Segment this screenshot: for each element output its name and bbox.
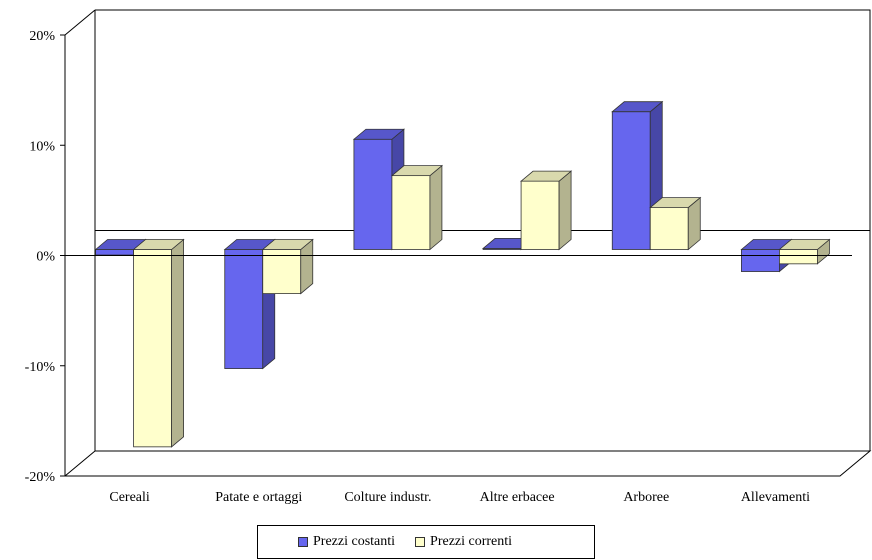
bar-side [429,164,443,251]
bar-top [778,239,831,250]
bar-top [261,239,314,250]
bar-top [519,170,573,182]
legend-label-prezzi-correnti: Prezzi correnti [430,534,513,549]
bar-front [133,249,172,448]
bar-front [262,249,302,294]
back-wall-top-right [95,9,871,451]
bar-top [649,197,702,209]
x-tick-label: Allevamenti [741,490,810,505]
bar-front [95,249,134,256]
bar-prezzi-correnti [390,164,444,251]
bar-top [390,165,444,177]
bar-front [224,249,264,369]
bar-top [352,128,406,140]
x-tick-label: Cereali [109,490,150,505]
bar-prezzi-correnti [778,238,831,265]
bar-front [741,249,780,272]
bar-front [611,111,651,250]
bar-front [391,175,431,250]
bar-front [520,180,560,250]
legend-swatch-prezzi-correnti [415,537,426,547]
legend-swatch-prezzi-costanti [298,537,308,547]
bar-front [353,138,393,250]
bar-prezzi-correnti [519,170,573,251]
bar-top [132,239,185,250]
x-tick-label: Altre erbacee [480,490,555,505]
bar-front [649,207,689,250]
x-axis: Cereali Patate e ortaggi Colture industr. A… [109,490,810,505]
bar-prezzi-costanti [223,238,276,370]
bar-prezzi-correnti [132,238,185,448]
bar-side [558,170,572,251]
bar-front [779,249,818,265]
legend: Prezzi costanti Prezzi correnti [257,525,595,559]
bar-side [171,238,184,448]
y-tick-label: -20% [25,470,56,485]
legend-item-prezzi-correnti: Prezzi correnti [415,534,512,550]
legend-label-prezzi-costanti: Prezzi costanti [313,534,396,549]
x-tick-label: Patate e ortaggi [215,490,302,505]
chart-bars [94,100,831,448]
chart-walls [63,9,872,477]
y-tick-label: 10% [29,139,55,154]
bar-prezzi-correnti [649,196,702,251]
x-tick-label: Arboree [623,490,669,505]
legend-item-prezzi-costanti: Prezzi costanti [298,534,395,550]
y-tick-label: 20% [29,29,55,44]
y-tick-label: 0% [36,250,55,265]
y-tick-label: -10% [25,360,56,375]
bar-prezzi-correnti [261,238,314,295]
floor [63,450,872,477]
chart: 20% 10% 0% -10% -20% Cereali Patate e ortaggi… [25,9,872,505]
x-tick-label: Colture industr. [344,490,431,505]
side-wall-top-edge [64,9,96,36]
y-axis: 20% 10% 0% -10% -20% [25,29,852,485]
bar-top [611,101,664,113]
